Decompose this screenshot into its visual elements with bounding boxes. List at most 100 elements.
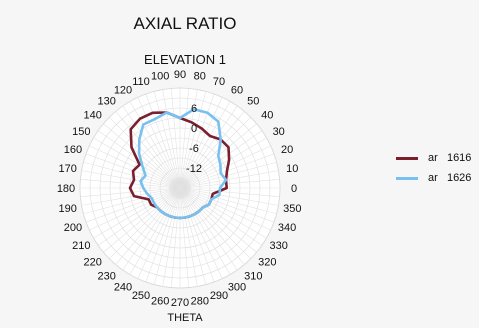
angle-tick-label: 20 [281,144,293,156]
series-layer [128,107,231,220]
grid-spoke [179,161,277,189]
angle-tick-label: 10 [286,163,298,175]
grid-spoke [179,93,215,189]
angle-tick-label: 170 [59,163,77,175]
angle-tick-label: 210 [72,240,90,252]
grid-spoke [89,145,181,189]
grid-spoke [179,187,267,239]
angle-tick-label: 280 [191,295,209,307]
angle-tick-label: 310 [244,270,262,282]
grid-spoke [179,137,267,189]
grid-spoke [89,187,181,231]
grid-spoke [179,130,263,189]
grid-spoke [179,187,280,198]
grid-spoke [179,187,207,285]
grid-spoke [115,111,181,189]
angle-tick-label: 80 [194,71,206,83]
grid-spoke [179,187,190,288]
grid-spoke [137,97,181,189]
grid-spoke [179,97,223,189]
legend-swatch-1626 [396,176,418,180]
angle-tick-label: 200 [64,222,82,234]
angle-tick-label: 90 [174,69,186,81]
grid-spoke [179,187,245,265]
angle-tick-label: 160 [64,144,82,156]
grid-spoke [85,187,181,223]
grid-spoke [80,178,181,189]
angle-tick-label: 300 [228,282,246,294]
legend-label-1616: ar 1616 [428,152,472,164]
angle-tick-label: 40 [261,110,273,122]
angle-tick-label: 60 [231,84,243,96]
angle-tick-label: 260 [151,295,169,307]
grid-spoke [179,89,198,189]
legend-label-1626: ar 1626 [428,172,472,184]
angle-tick-label: 180 [57,183,75,195]
angle-tick-label: 100 [151,71,169,83]
grid-spoke [179,187,275,223]
grid-spoke [179,101,231,189]
angle-tick-label: 70 [213,76,225,88]
angle-tick-label: 320 [258,256,276,268]
angle-tick-label: 220 [84,256,102,268]
chart-title: AXIAL RATIO [133,14,237,33]
angle-tick-label: 120 [114,84,132,96]
grid-spoke [145,93,181,189]
angle-tick-label: 140 [84,110,102,122]
angle-tick-label: 330 [270,240,288,252]
radial-tick-label: -6 [189,143,199,155]
grid-spoke [179,145,271,189]
angle-tick-label: 350 [283,203,301,215]
grid-spoke [97,130,181,189]
angle-tick-label: 130 [98,96,116,108]
grid-spoke [109,117,181,189]
grid-spoke [179,187,277,215]
grid-spoke [162,187,181,287]
grid-spoke [115,187,181,265]
grid-spoke [179,187,198,287]
grid-spoke [179,178,280,189]
chart-subtitle: ELEVATION 1 [144,52,226,67]
grid-spoke [179,187,215,283]
grid-spoke [122,187,181,271]
angle-tick-label: 250 [132,290,150,302]
grid-spoke [129,187,181,275]
grid-spoke [179,187,257,253]
grid-spoke [129,101,181,189]
grid-spoke [97,187,181,246]
grid-spoke [153,91,181,189]
grid-spoke [179,91,207,189]
angle-tick-label: 230 [98,270,116,282]
grid-spoke [109,187,181,259]
angle-tick-label: 290 [210,290,228,302]
grid-spoke [83,187,181,215]
radial-tick-label: 6 [191,103,197,115]
grid-spoke [103,187,181,253]
angle-tick-label: 150 [72,126,90,138]
angle-tick-label: 50 [247,96,259,108]
angle-tick-label: 0 [291,183,297,195]
grid-spoke [179,187,263,246]
grid-spoke [93,137,181,189]
grid-spoke [179,187,251,259]
grid-spoke [81,187,181,206]
grid-spoke [81,170,181,189]
x-axis-label: THETA [167,312,203,324]
legend: ar 1616 ar 1626 [396,148,471,188]
grid-spoke [179,187,279,206]
grid-spoke [93,187,181,239]
grid-spoke [179,187,231,275]
grid-spoke [103,123,181,189]
grid-spoke [179,187,223,279]
grid-spoke [162,89,181,189]
legend-item-1616: ar 1616 [396,148,471,168]
grid-spoke [179,105,238,189]
angle-tick-label: 240 [114,282,132,294]
grid-spoke [170,187,181,288]
angle-tick-label: 340 [278,222,296,234]
grid-spoke [179,170,279,189]
grid-spoke [137,187,181,279]
grid-spoke [122,105,181,189]
grid-spoke [83,161,181,189]
angle-tick-label: 30 [273,126,285,138]
